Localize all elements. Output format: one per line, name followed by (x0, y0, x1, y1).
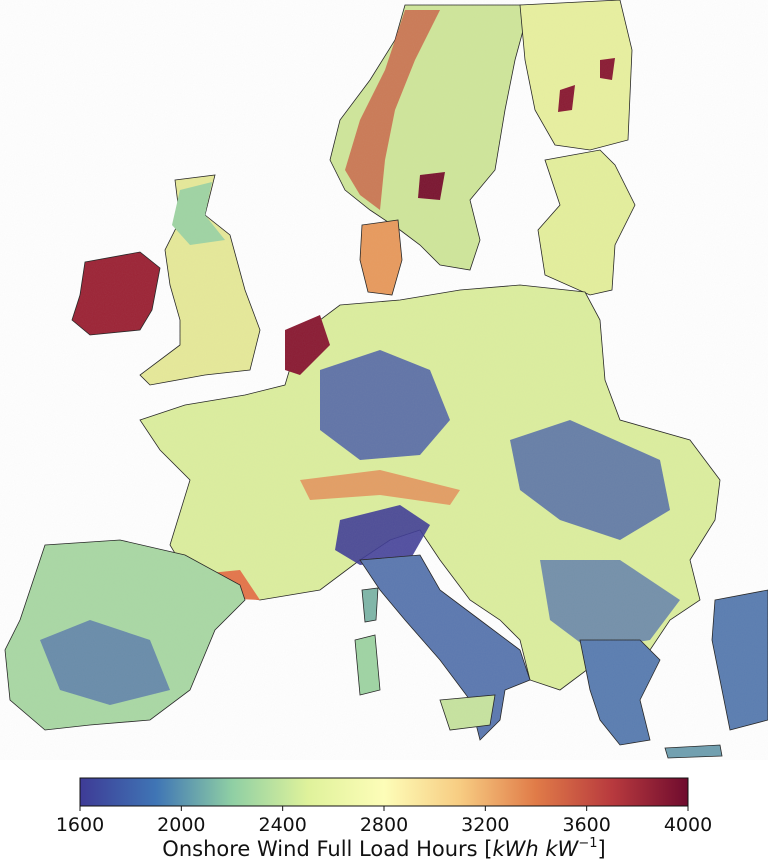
colorbar-tick-label: 4000 (664, 814, 712, 836)
colorbar-label: Onshore Wind Full Load Hours [kWh kW−1] (162, 836, 605, 861)
colorbar-tick-label: 2800 (360, 814, 408, 836)
colorbar: 1600 2000 2400 2800 3200 3600 4000 Onshore Win… (56, 777, 712, 861)
europe-wind-map (0, 0, 768, 760)
texture-overlay (0, 0, 768, 760)
colorbar-tick-label: 3200 (461, 814, 509, 836)
colorbar-gradient (79, 777, 689, 807)
colorbar-tick-label: 2000 (157, 814, 205, 836)
colorbar-tick-label: 1600 (56, 814, 104, 836)
colorbar-tick-label: 2400 (258, 814, 306, 836)
colorbar-ticks: 1600 2000 2400 2800 3200 3600 4000 (56, 806, 712, 836)
colorbar-tick-label: 3600 (562, 814, 610, 836)
